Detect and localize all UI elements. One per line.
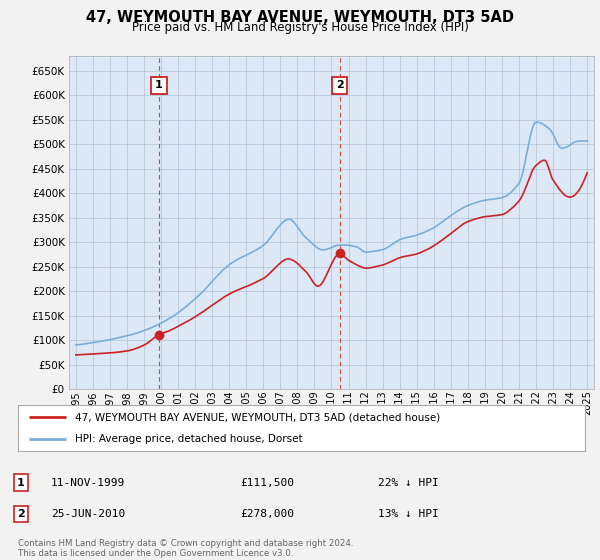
Text: 47, WEYMOUTH BAY AVENUE, WEYMOUTH, DT3 5AD: 47, WEYMOUTH BAY AVENUE, WEYMOUTH, DT3 5…: [86, 10, 514, 25]
Text: Price paid vs. HM Land Registry's House Price Index (HPI): Price paid vs. HM Land Registry's House …: [131, 21, 469, 34]
Text: 25-JUN-2010: 25-JUN-2010: [51, 509, 125, 519]
Text: 2: 2: [17, 509, 25, 519]
Text: £278,000: £278,000: [240, 509, 294, 519]
Text: £111,500: £111,500: [240, 478, 294, 488]
Text: 22% ↓ HPI: 22% ↓ HPI: [378, 478, 439, 488]
Text: HPI: Average price, detached house, Dorset: HPI: Average price, detached house, Dors…: [75, 435, 302, 444]
Text: 2: 2: [335, 81, 343, 90]
Text: 1: 1: [155, 81, 163, 90]
Text: Contains HM Land Registry data © Crown copyright and database right 2024.
This d: Contains HM Land Registry data © Crown c…: [18, 539, 353, 558]
Text: 1: 1: [17, 478, 25, 488]
Text: 11-NOV-1999: 11-NOV-1999: [51, 478, 125, 488]
Text: 13% ↓ HPI: 13% ↓ HPI: [378, 509, 439, 519]
Text: 47, WEYMOUTH BAY AVENUE, WEYMOUTH, DT3 5AD (detached house): 47, WEYMOUTH BAY AVENUE, WEYMOUTH, DT3 5…: [75, 412, 440, 422]
